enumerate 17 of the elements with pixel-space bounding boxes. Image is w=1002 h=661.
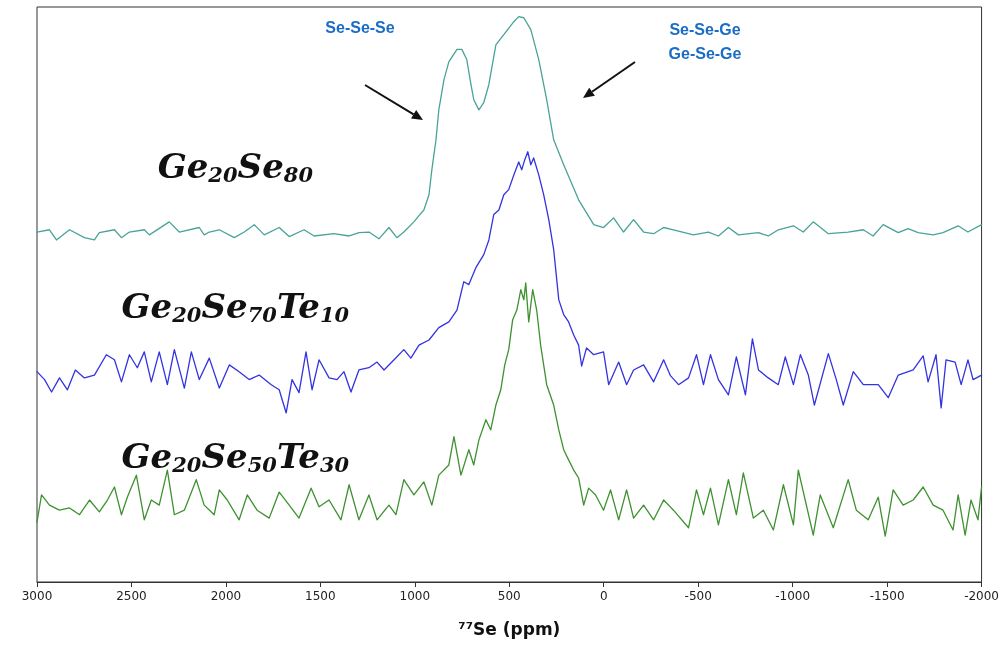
series-label: Ge$_{20}$Se$_{70}$Te$_{10}$: [121, 285, 350, 327]
series-label: Ge$_{20}$Se$_{80}$: [157, 146, 314, 188]
x-tick-label: 2500: [116, 589, 147, 603]
x-tick-label: 0: [599, 589, 608, 603]
x-tick-label: 2000: [210, 589, 242, 603]
annotation: Se-Se-Se: [325, 18, 395, 38]
x-tick-label: 3000: [21, 589, 53, 603]
x-axis-title: ⁷⁷Se (ppm): [458, 618, 561, 639]
x-tick-label: 1000: [399, 589, 431, 603]
x-tick-label: -500: [684, 589, 712, 603]
series-label: Ge$_{20}$Se$_{50}$Te$_{30}$: [121, 436, 350, 478]
x-tick-label: -1500: [869, 589, 905, 603]
x-tick-label: 1500: [305, 589, 336, 603]
annotation: Se-Se-Ge Ge-Se-Ge: [668, 20, 742, 64]
x-tick-label: 500: [497, 589, 521, 603]
x-tick-label: -1000: [775, 589, 811, 603]
x-tick-label: -2000: [964, 589, 999, 603]
